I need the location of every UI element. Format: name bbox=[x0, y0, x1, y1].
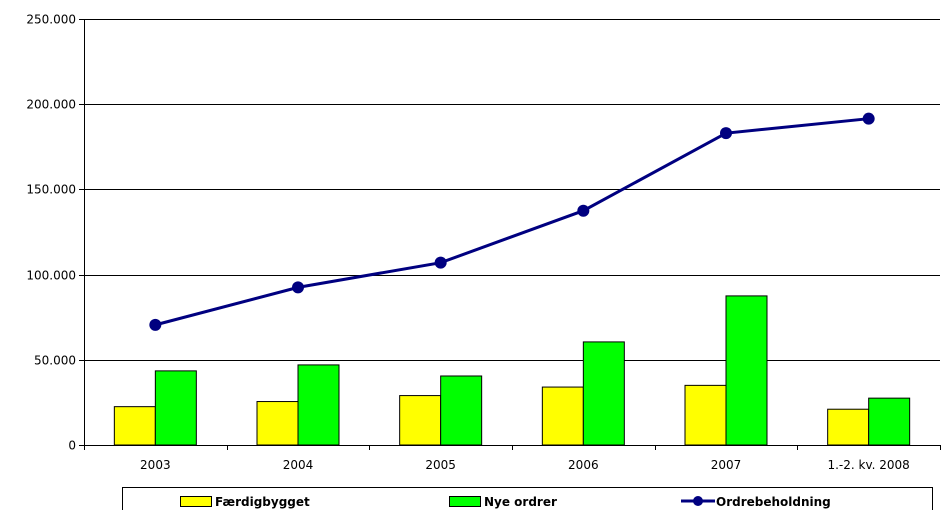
legend: Færdigbygget Nye ordrer Ordrebeholdning bbox=[122, 487, 933, 510]
x-tick-label: 2006 bbox=[568, 458, 599, 472]
y-tick-label: 150.000 bbox=[26, 183, 76, 197]
legend-marker bbox=[693, 496, 703, 506]
line-point bbox=[434, 256, 447, 269]
legend-swatch bbox=[449, 496, 481, 507]
line-point bbox=[577, 204, 590, 217]
legend-item: Ordrebeholdning bbox=[681, 495, 831, 509]
series-line bbox=[154, 117, 869, 327]
bar bbox=[154, 370, 197, 446]
y-tick-label: 100.000 bbox=[26, 269, 76, 283]
legend-label: Nye ordrer bbox=[484, 495, 557, 509]
x-tick-label: 2007 bbox=[711, 458, 742, 472]
bar bbox=[399, 395, 442, 446]
bar bbox=[582, 341, 625, 446]
y-tick-label: 50.000 bbox=[34, 354, 76, 368]
y-tick-label: 200.000 bbox=[26, 98, 76, 112]
line-point bbox=[292, 281, 304, 294]
x-tick-label: 2005 bbox=[425, 458, 456, 472]
bar bbox=[725, 295, 768, 446]
bar bbox=[113, 406, 156, 446]
legend-swatch bbox=[180, 496, 212, 507]
line-point bbox=[862, 112, 875, 125]
bar bbox=[868, 397, 911, 446]
line-point bbox=[720, 127, 732, 140]
bar bbox=[684, 384, 727, 446]
x-tick-label: 2003 bbox=[140, 458, 171, 472]
bar bbox=[541, 386, 584, 446]
legend-box bbox=[122, 487, 933, 510]
bar bbox=[256, 401, 299, 446]
legend-item: Nye ordrer bbox=[449, 495, 557, 509]
x-tick-label: 2004 bbox=[283, 458, 314, 472]
y-tick-label: 0 bbox=[68, 439, 76, 453]
y-tick-label: 250.000 bbox=[26, 13, 76, 27]
legend-label: Ordrebeholdning bbox=[716, 495, 831, 509]
bar bbox=[827, 408, 870, 446]
legend-item: Færdigbygget bbox=[180, 495, 310, 509]
bar bbox=[297, 364, 340, 446]
legend-label: Færdigbygget bbox=[215, 495, 310, 509]
x-tick-label: 1.-2. kv. 2008 bbox=[827, 458, 909, 472]
bar bbox=[440, 375, 483, 446]
line-point bbox=[149, 318, 162, 331]
